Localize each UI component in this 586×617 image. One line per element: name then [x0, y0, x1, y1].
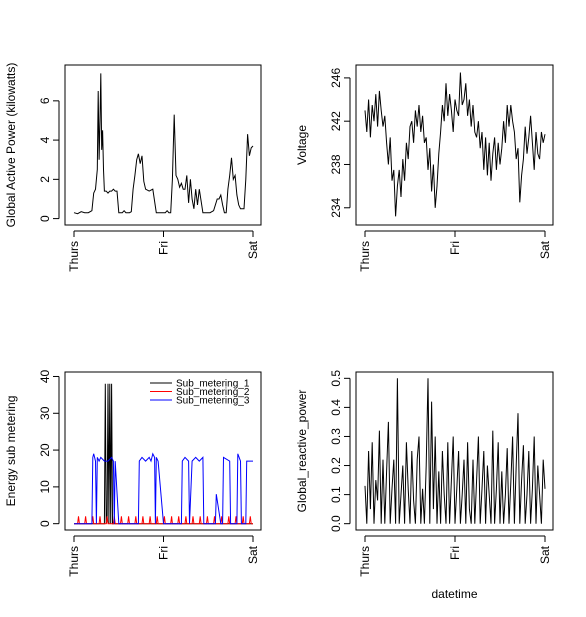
y-tick-label: 0	[38, 520, 52, 527]
chart-bottom-left: Thurs Fri Sat 0 10 20 30 40 Energy sub metering S…	[4, 369, 262, 577]
series-line-sub-metering-1	[74, 383, 253, 525]
y-tick-label: 10	[38, 480, 52, 494]
x-tick-label: Fri	[448, 546, 462, 560]
x-tick-label: Fri	[157, 546, 171, 560]
y-axis-title: Voltage	[295, 125, 309, 165]
y-tick-label: 0.0	[329, 515, 343, 532]
y-axis-title: Global Active Power (kilowatts)	[4, 63, 18, 228]
x-tick-label: Sat	[246, 240, 260, 259]
legend-label-sub-metering-3: Sub_metering_3	[176, 396, 250, 407]
y-axis-title: Global_reactive_power	[295, 390, 309, 513]
y-tick-label: 238	[329, 154, 343, 174]
series-line	[73, 73, 254, 215]
y-tick-label: 6	[38, 97, 52, 104]
y-tick-label: 0	[38, 215, 52, 222]
y-tick-label: 0.4	[329, 399, 343, 416]
plot-frame	[64, 64, 262, 226]
legend-label-sub-metering-1: Sub_metering_1	[176, 379, 250, 390]
chart-bottom-right: Thurs Fri Sat 0.0 0.1 0.2 0.3 0.4 0.5 Global_reac…	[295, 370, 554, 601]
x-tick-label: Sat	[538, 545, 552, 564]
y-axis-title: Energy sub metering	[4, 396, 18, 507]
x-tick-label: Thurs	[67, 241, 81, 272]
x-tick-label: Sat	[538, 240, 552, 259]
x-tick-label: Fri	[448, 241, 462, 255]
chart-top-left: Thurs Fri Sat 0 2 4 6 Global Active Power (kilo…	[4, 63, 262, 272]
x-tick-label: Thurs	[358, 546, 372, 577]
y-tick-label: 0.2	[329, 457, 343, 474]
chart-top-right: Thurs Fri Sat 234 238 242 246 Voltage	[295, 64, 554, 272]
series-line	[364, 72, 546, 217]
y-tick-label: 242	[329, 111, 343, 131]
series-line-sub-metering-2	[74, 516, 253, 525]
y-tick-label: 0.3	[329, 428, 343, 445]
series-line	[364, 378, 546, 524]
plot-frame	[355, 64, 554, 226]
y-tick-label: 246	[329, 68, 343, 88]
y-tick-label: 40	[38, 369, 52, 383]
legend-label-sub-metering-2: Sub_metering_2	[176, 387, 250, 398]
y-tick-label: 0.1	[329, 486, 343, 503]
x-tick-label: Thurs	[358, 241, 372, 272]
y-tick-label: 30	[38, 406, 52, 420]
x-axis-title: datetime	[431, 587, 477, 601]
x-tick-label: Fri	[157, 241, 171, 255]
y-tick-label: 4	[38, 136, 52, 143]
series-line-sub-metering-3	[74, 452, 253, 525]
y-tick-label: 0.5	[329, 370, 343, 387]
y-tick-label: 234	[329, 197, 343, 217]
y-tick-label: 20	[38, 443, 52, 457]
x-tick-label: Sat	[246, 545, 260, 564]
plot-frame	[64, 371, 262, 531]
y-tick-label: 2	[38, 176, 52, 183]
x-tick-label: Thurs	[67, 546, 81, 577]
plot-frame	[355, 371, 554, 531]
